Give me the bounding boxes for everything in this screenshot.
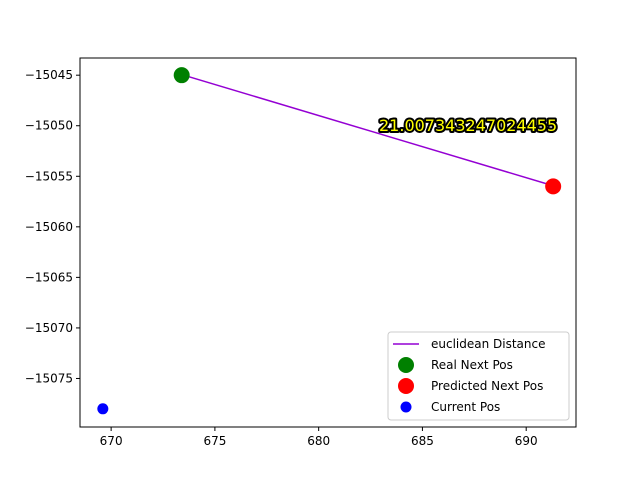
legend-entry-label: euclidean Distance (431, 337, 546, 351)
real-next-pos-point (173, 67, 190, 84)
axes-frame (79, 57, 577, 428)
y-tick-label: −15055 (25, 169, 73, 183)
legend-entry-label: Real Next Pos (431, 358, 513, 372)
x-tick-label: 670 (100, 434, 123, 448)
x-tick-label: 675 (203, 434, 226, 448)
y-tick-label: −15045 (25, 68, 73, 82)
predicted-next-pos-point (545, 178, 562, 195)
euclidean-distance-line (183, 74, 556, 188)
y-axis-ticks: −15045 −15050 −15055 −15060 −15065 −15070 −150… (25, 68, 80, 385)
legend-box (387, 331, 570, 421)
legend: euclidean Distance Real Next Pos Predicted… (387, 331, 570, 421)
y-tick-label: −15050 (25, 119, 73, 133)
x-tick-label: 690 (515, 434, 538, 448)
legend-entry-label: Predicted Next Pos (431, 379, 543, 393)
current-pos-point (97, 403, 109, 415)
x-axis-ticks: 670 675 680 685 690 (100, 427, 538, 448)
legend-marker-handle (400, 401, 412, 413)
y-tick-label: −15070 (25, 321, 73, 335)
legend-marker-handle (398, 378, 414, 394)
x-tick-label: 685 (411, 434, 434, 448)
plot-marks (97, 67, 562, 415)
y-tick-label: −15060 (25, 220, 73, 234)
distance-annotation: 21.007343247024455 (379, 116, 557, 135)
y-tick-label: −15065 (25, 270, 73, 284)
legend-entry-label: Current Pos (431, 400, 500, 414)
y-tick-label: −15075 (25, 371, 73, 385)
legend-marker-handle (398, 357, 414, 373)
x-tick-label: 680 (307, 434, 330, 448)
